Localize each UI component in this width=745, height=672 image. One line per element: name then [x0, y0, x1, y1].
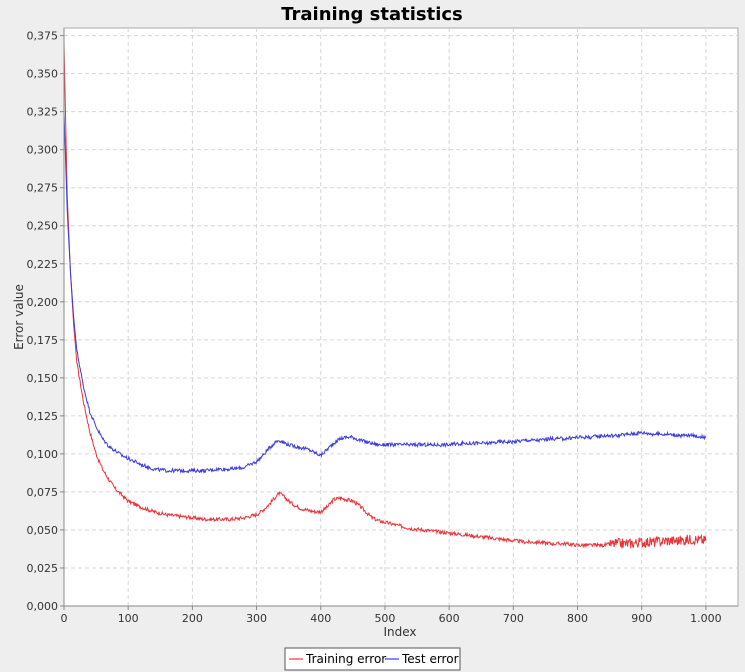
y-tick-label: 0,150 — [27, 372, 59, 385]
y-tick-label: 0,350 — [27, 68, 59, 81]
y-tick-labels: 0,000 0,025 0,050 0,075 0,100 0,125 0,150 0,175… — [27, 30, 59, 613]
legend-box — [284, 647, 461, 671]
y-tick-label: 0,250 — [27, 220, 59, 233]
y-tick-label: 0,200 — [27, 296, 59, 309]
y-tick-label: 0,175 — [27, 334, 59, 347]
grid-lines — [64, 28, 738, 606]
legend: Training error Test error — [284, 647, 461, 671]
y-tick-label: 0,025 — [27, 562, 59, 575]
x-tick-label: 100 — [118, 612, 139, 625]
y-tick-label: 0,275 — [27, 182, 59, 195]
chart-title: Training statistics — [281, 4, 463, 25]
y-tick-label: 0,325 — [27, 106, 59, 119]
y-tick-label: 0,050 — [27, 524, 59, 537]
legend-label-test-error: Test error — [401, 652, 459, 666]
x-tick-label: 600 — [439, 612, 460, 625]
x-tick-label: 800 — [567, 612, 588, 625]
axes — [60, 28, 738, 610]
x-tick-labels: 0 100 200 300 400 500 600 700 800 900 1.000 — [61, 612, 722, 625]
x-tick-label: 300 — [246, 612, 267, 625]
series-line-test-error — [63, 111, 707, 475]
y-tick-label: 0,375 — [27, 30, 59, 43]
x-tick-label: 900 — [631, 612, 652, 625]
x-tick-label: 1.000 — [690, 612, 722, 625]
series-line-training-error — [63, 43, 707, 549]
y-tick-label: 0,300 — [27, 144, 59, 157]
y-tick-label: 0,225 — [27, 258, 59, 271]
y-tick-label: 0,125 — [27, 410, 59, 423]
y-tick-label: 0,075 — [27, 486, 59, 499]
x-tick-label: 400 — [310, 612, 331, 625]
x-tick-label: 700 — [503, 612, 524, 625]
y-tick-label: 0,100 — [27, 448, 59, 461]
x-tick-label: 0 — [61, 612, 68, 625]
x-tick-label: 200 — [182, 612, 203, 625]
y-axis-title: Error value — [12, 284, 26, 350]
y-tick-label: 0,000 — [27, 600, 59, 613]
x-tick-label: 500 — [374, 612, 395, 625]
x-axis-title: Index — [383, 625, 416, 639]
legend-label-training-error: Training error — [305, 652, 386, 666]
plot-area — [63, 27, 739, 607]
series-lines — [63, 43, 707, 549]
